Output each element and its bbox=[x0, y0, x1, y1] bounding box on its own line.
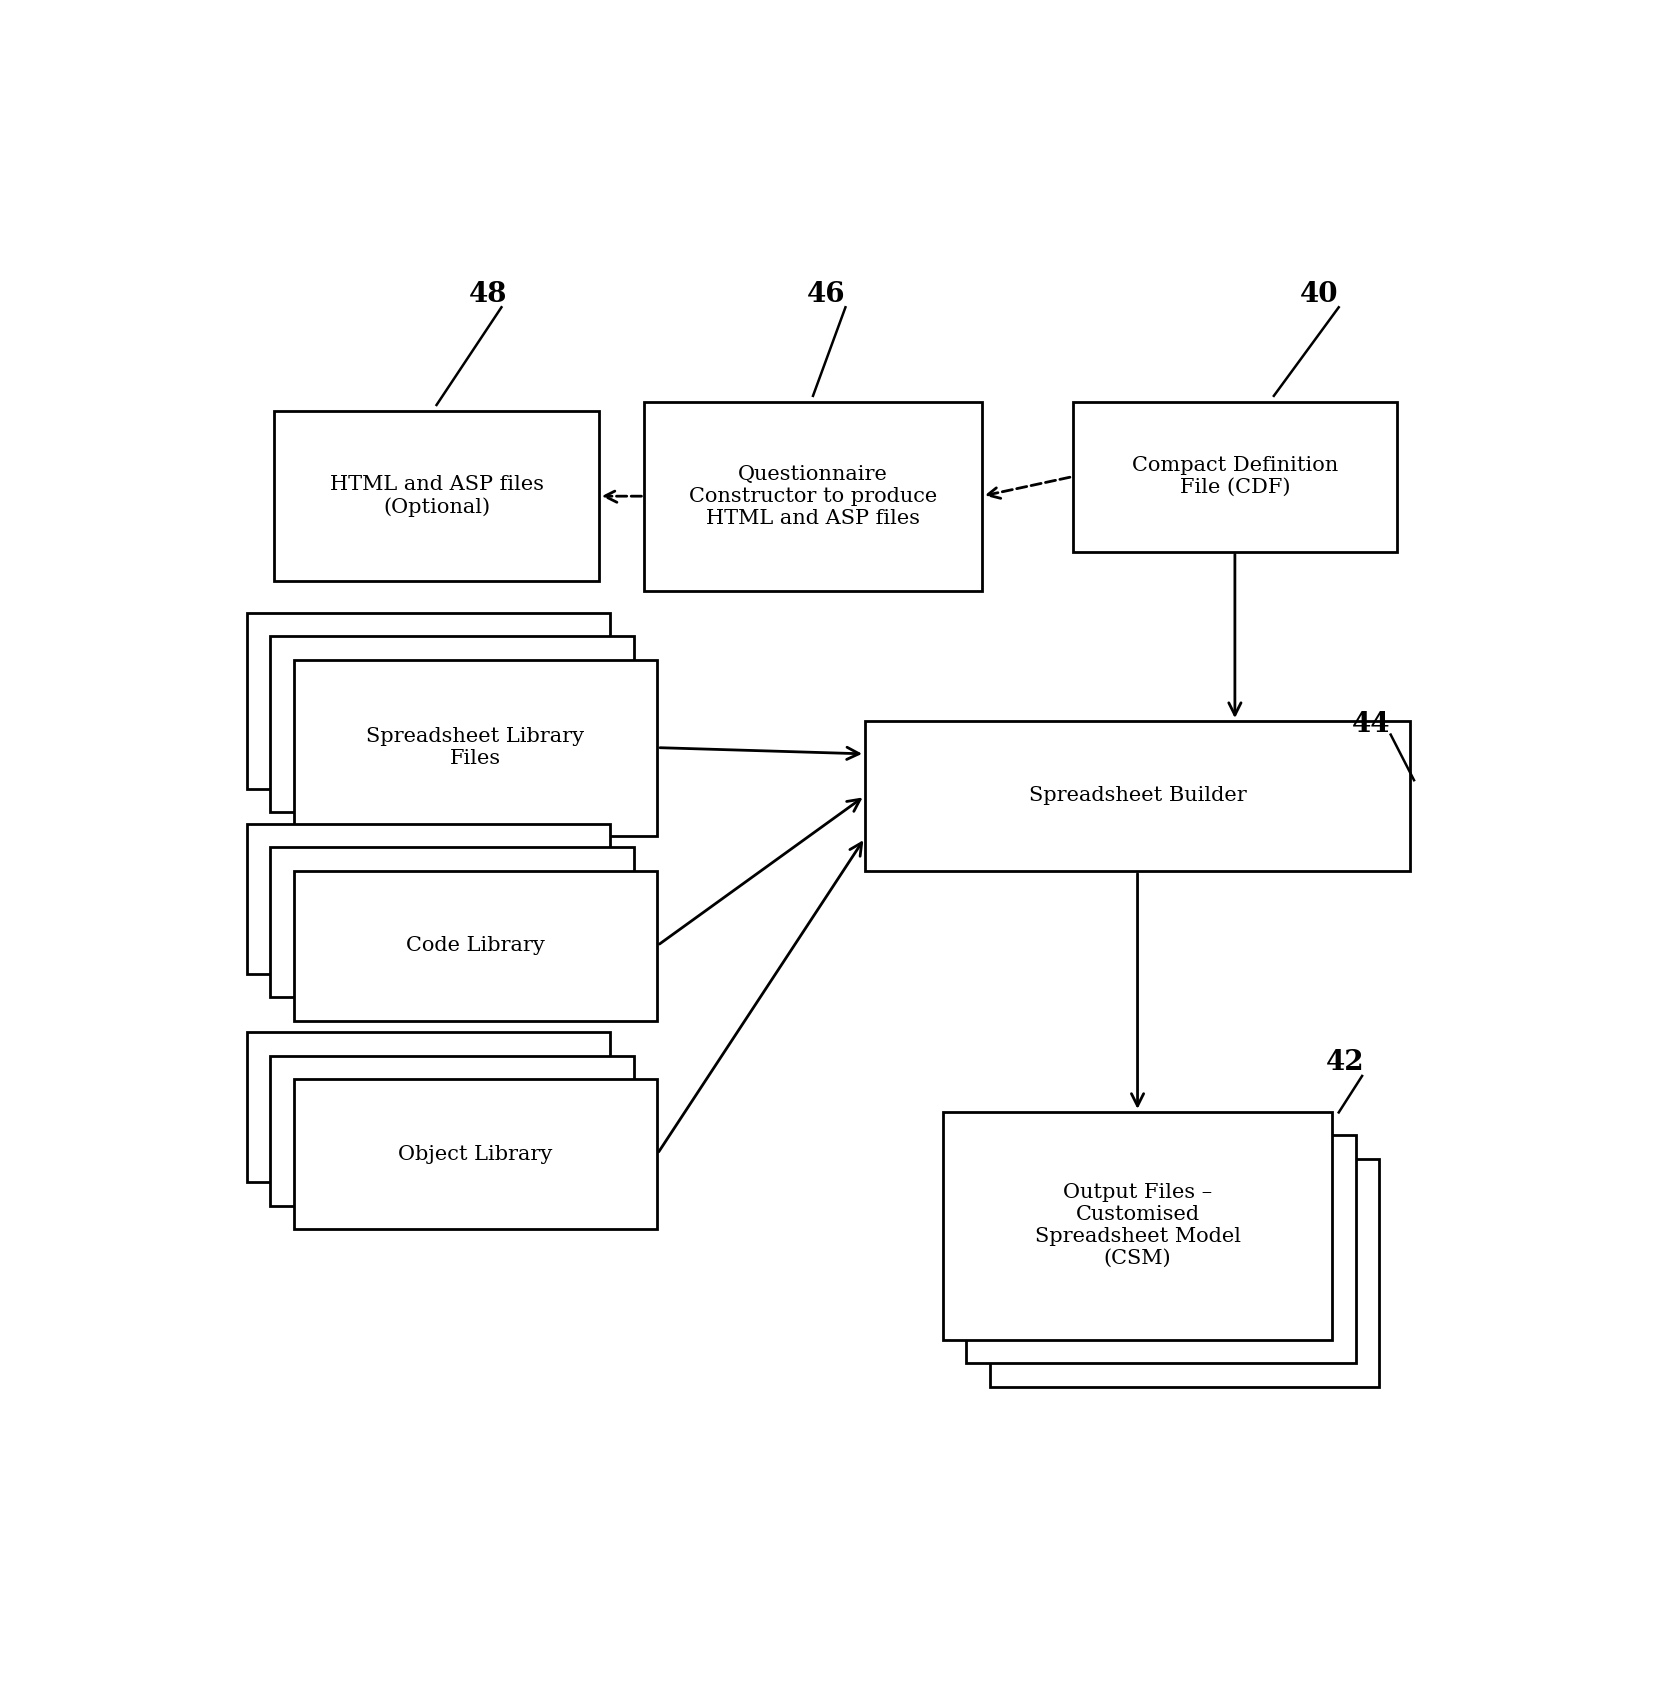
Bar bbox=[246, 613, 610, 788]
Bar bbox=[943, 1112, 1332, 1340]
Bar bbox=[966, 1135, 1355, 1364]
Bar bbox=[270, 848, 633, 997]
Text: Object Library: Object Library bbox=[399, 1144, 553, 1164]
Text: Spreadsheet Library
Files: Spreadsheet Library Files bbox=[367, 728, 585, 768]
Text: Output Files –
Customised
Spreadsheet Model
(CSM): Output Files – Customised Spreadsheet Mo… bbox=[1035, 1183, 1241, 1269]
Bar bbox=[293, 660, 657, 836]
Text: 46: 46 bbox=[807, 281, 846, 308]
Text: Spreadsheet Builder: Spreadsheet Builder bbox=[1028, 787, 1246, 805]
Bar bbox=[246, 1032, 610, 1183]
Text: Code Library: Code Library bbox=[405, 936, 544, 956]
Bar bbox=[275, 411, 600, 580]
Bar bbox=[270, 1056, 633, 1206]
Text: Compact Definition
File (CDF): Compact Definition File (CDF) bbox=[1132, 457, 1338, 497]
Text: HTML and ASP files
(Optional): HTML and ASP files (Optional) bbox=[330, 475, 544, 518]
Text: 42: 42 bbox=[1327, 1049, 1365, 1076]
Text: Questionnaire
Constructor to produce
HTML and ASP files: Questionnaire Constructor to produce HTM… bbox=[688, 465, 936, 528]
Bar bbox=[645, 401, 982, 591]
Bar bbox=[293, 871, 657, 1020]
Bar bbox=[270, 636, 633, 812]
Text: 48: 48 bbox=[469, 281, 508, 308]
Text: 40: 40 bbox=[1300, 281, 1338, 308]
Bar bbox=[990, 1159, 1379, 1387]
Bar bbox=[1072, 401, 1397, 552]
Bar bbox=[246, 824, 610, 973]
Bar bbox=[864, 721, 1410, 871]
Bar bbox=[293, 1079, 657, 1228]
Text: 44: 44 bbox=[1352, 711, 1390, 738]
